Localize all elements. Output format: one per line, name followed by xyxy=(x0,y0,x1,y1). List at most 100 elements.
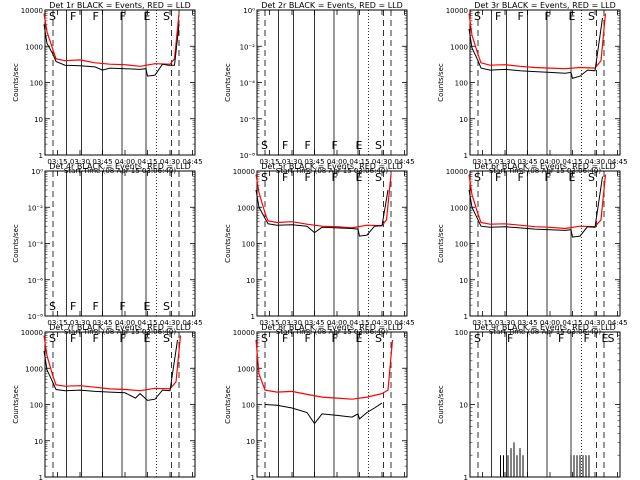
x-tick-label: 04:00 xyxy=(540,158,560,166)
segment-letter: S xyxy=(49,10,56,23)
y-tick-label: 1000 xyxy=(237,365,255,373)
y-tick-label: 10 xyxy=(459,402,468,410)
segment-letter: S xyxy=(588,171,595,184)
y-tick-label: 1000 xyxy=(450,204,468,212)
x-tick-label: 03:45 xyxy=(304,158,324,166)
segment-letter: S xyxy=(261,171,268,184)
segment-letter: F xyxy=(558,332,564,345)
events-series-line xyxy=(43,339,178,401)
y-tick-label: 10000 xyxy=(233,168,255,176)
segment-letter: F xyxy=(120,10,126,23)
x-tick-label: 03:30 xyxy=(495,158,515,166)
y-axis-label: Counts/sec xyxy=(437,63,445,102)
events-series-line xyxy=(468,17,603,80)
panel-title: Det 1r BLACK = Events, RED = LLD xyxy=(49,1,191,10)
panel-title: Det 4r BLACK = Events, RED = LLD xyxy=(49,162,191,171)
x-tick-label: 04:45 xyxy=(394,319,414,327)
segment-letter: F xyxy=(332,171,338,184)
x-tick-label: 03:45 xyxy=(92,319,112,327)
segment-letter: E xyxy=(356,139,363,152)
segment-letter: S xyxy=(375,332,382,345)
x-tick-label: 03:45 xyxy=(92,158,112,166)
segment-letter: F xyxy=(332,139,338,152)
x-tick-label: 03:30 xyxy=(282,319,302,327)
segment-letter: F xyxy=(507,332,513,345)
panel-title: Det 3r BLACK = Events, RED = LLD xyxy=(474,1,616,10)
segment-letter: F xyxy=(305,139,311,152)
segment-letter: E xyxy=(602,332,609,345)
segment-letter: S xyxy=(375,171,382,184)
x-tick-label: 04:00 xyxy=(327,158,347,166)
y-tick-label: 100 xyxy=(455,329,468,337)
x-tick-label: 03:15 xyxy=(259,319,279,327)
panel-det-7: Det 7r BLACK = Events, RED = LLD 1 10 100 10… xyxy=(12,323,196,480)
segment-letter: F xyxy=(93,300,99,313)
segment-letter: F xyxy=(332,332,338,345)
y-tick-label: 1 xyxy=(39,152,43,160)
segment-letter: F xyxy=(70,300,76,313)
x-tick-label: 03:45 xyxy=(304,319,324,327)
y-axis-label: Counts/sec xyxy=(12,63,20,102)
x-tick-label: 04:00 xyxy=(115,158,135,166)
x-tick-label: 04:15 xyxy=(349,319,369,327)
segment-letter: S xyxy=(49,332,56,345)
segment-letter: S xyxy=(261,332,268,345)
x-tick-label: 04:45 xyxy=(182,319,202,327)
y-tick-label: 1 xyxy=(464,152,468,160)
segment-letter: E xyxy=(356,332,363,345)
panel-det-9: Det 9r BLACK = Events, RED = LLD11010003… xyxy=(437,323,621,480)
x-tick-label: 04:45 xyxy=(607,319,627,327)
x-tick-label: 04:15 xyxy=(137,319,157,327)
y-tick-label: 100 xyxy=(455,80,468,88)
y-tick-label: 1 xyxy=(39,474,43,480)
x-tick-label: 03:30 xyxy=(70,319,90,327)
segment-letter: F xyxy=(518,171,524,184)
x-tick-label: 03:15 xyxy=(472,319,492,327)
events-series-line xyxy=(468,176,603,238)
segment-letter: F xyxy=(282,332,288,345)
segment-letter: S xyxy=(474,171,481,184)
segment-letter: E xyxy=(569,171,576,184)
y-tick-label: 100 xyxy=(455,241,468,249)
segment-letter: F xyxy=(305,332,311,345)
y-tick-label: 1000 xyxy=(237,204,255,212)
x-tick-label: 03:15 xyxy=(472,158,492,166)
segment-letter: F xyxy=(70,332,76,345)
lld-series-line xyxy=(43,13,180,67)
y-tick-label: 1 xyxy=(464,474,468,480)
segment-letter: S xyxy=(375,139,382,152)
y-tick-label: 10⁻⁴ xyxy=(28,241,44,249)
segment-letter: F xyxy=(70,10,76,23)
y-tick-label: 10⁻² xyxy=(240,43,256,51)
x-tick-label: 04:00 xyxy=(327,319,347,327)
segment-letter: F xyxy=(584,332,590,345)
panel-title: Det 6r BLACK = Events, RED = LLD xyxy=(474,162,616,171)
events-series-line xyxy=(255,189,389,237)
segment-letter: E xyxy=(569,10,576,23)
x-tick-label: 03:30 xyxy=(495,319,515,327)
x-tick-label: 04:30 xyxy=(160,319,180,327)
panel-title: Det 2r BLACK = Events, RED = LLD xyxy=(261,1,403,10)
x-tick-label: 04:30 xyxy=(585,158,605,166)
segment-letter: S xyxy=(163,332,170,345)
y-tick-label: 1000 xyxy=(25,43,43,51)
events-series-line xyxy=(500,442,590,477)
segment-letter: F xyxy=(518,10,524,23)
segment-letter: S xyxy=(163,300,170,313)
segment-letter: E xyxy=(144,300,151,313)
segment-letter: S xyxy=(49,300,56,313)
y-tick-label: 10 xyxy=(459,277,468,285)
x-tick-label: 04:45 xyxy=(607,158,627,166)
y-axis-label: Counts/sec xyxy=(12,385,20,424)
y-tick-label: 1 xyxy=(251,474,255,480)
y-tick-label: 1000 xyxy=(25,365,43,373)
segment-letter: F xyxy=(282,139,288,152)
lld-series-line xyxy=(468,13,607,70)
x-tick-label: 03:30 xyxy=(282,158,302,166)
y-tick-label: 10⁻⁶ xyxy=(240,116,256,124)
x-tick-label: 04:45 xyxy=(182,158,202,166)
events-series-line xyxy=(264,402,383,425)
y-tick-label: 10 xyxy=(246,438,255,446)
segment-letter: S xyxy=(163,10,170,23)
